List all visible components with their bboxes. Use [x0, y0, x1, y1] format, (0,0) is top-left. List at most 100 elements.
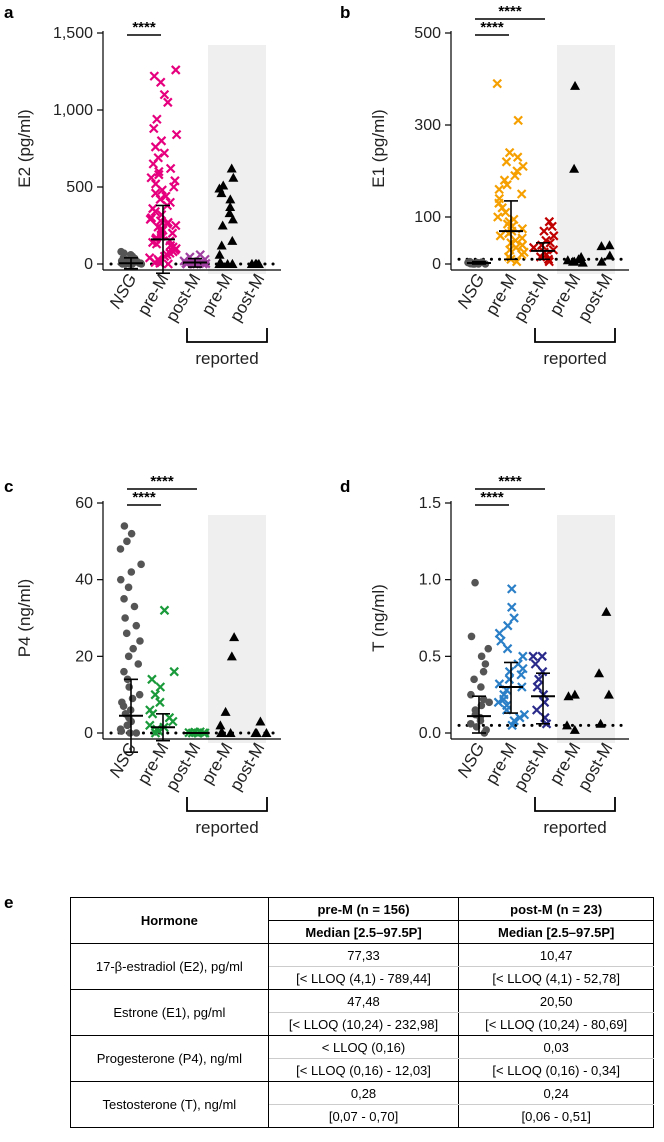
cell-pre-median: < LLOQ (0,16)	[267, 1035, 460, 1059]
reported-band	[208, 45, 266, 274]
data-point	[214, 249, 225, 259]
panel-letter-e: e	[4, 893, 14, 912]
data-point	[495, 231, 506, 241]
data-point	[477, 683, 485, 691]
data-point	[500, 207, 511, 218]
data-point	[154, 169, 164, 180]
y-axis-label: T (ng/ml)	[369, 584, 388, 652]
data-point	[537, 666, 548, 677]
reported-band	[208, 515, 266, 743]
data-point	[531, 705, 542, 715]
y-tick-label: 1,000	[53, 102, 93, 119]
data-point	[155, 697, 165, 708]
table-row: [< LLOQ (0,16) - 12,03] [< LLOQ (0,16) -…	[71, 1058, 654, 1082]
cell-post-median: 10,47	[458, 943, 654, 967]
cell-pre-median: 47,48	[267, 989, 460, 1013]
data-point	[562, 720, 573, 730]
significance-label: ****	[480, 489, 504, 506]
data-point	[116, 545, 125, 553]
data-point	[124, 652, 133, 661]
y-tick-label: 300	[414, 117, 441, 134]
data-point	[215, 720, 226, 730]
data-point	[539, 226, 549, 236]
data-point	[261, 728, 272, 737]
data-point	[603, 689, 614, 699]
reported-label: reported	[543, 349, 606, 368]
data-point	[170, 220, 181, 231]
data-point	[516, 669, 526, 680]
data-point	[145, 214, 156, 225]
table-row: 17-β-estradiol (E2), pg/ml 77,33 10,47	[70, 943, 654, 990]
data-point	[150, 689, 161, 700]
hormone-table: Hormone pre-M (n = 156) post-M (n = 23) …	[70, 897, 654, 1128]
data-point	[544, 216, 555, 227]
data-point	[601, 606, 612, 616]
data-point	[120, 667, 128, 676]
data-point	[229, 632, 240, 642]
data-point	[135, 690, 144, 699]
significance-label: ****	[480, 19, 504, 36]
row-hormone: Testosterone (T), ng/ml	[70, 1081, 269, 1128]
data-point	[225, 728, 236, 737]
data-point	[127, 529, 136, 538]
table-row: Progesterone (P4), ng/ml < LLOQ (0,16) 0…	[70, 1035, 654, 1082]
data-point	[471, 578, 479, 587]
data-point	[479, 695, 488, 704]
data-point	[225, 194, 236, 204]
y-tick-label: 0	[432, 256, 441, 273]
cell-post-range: [< LLOQ (10,24) - 80,69]	[458, 1012, 654, 1036]
data-point	[152, 114, 162, 125]
data-point	[147, 674, 157, 685]
data-point	[171, 129, 182, 140]
data-point	[494, 184, 504, 195]
data-point	[569, 689, 580, 699]
data-point	[509, 613, 519, 623]
data-point	[228, 172, 239, 182]
data-point	[506, 584, 517, 594]
data-point	[126, 250, 135, 259]
data-point	[122, 629, 131, 638]
data-point	[151, 239, 162, 249]
data-point	[494, 628, 505, 639]
y-tick-label: 20	[75, 648, 93, 665]
data-point	[136, 637, 144, 645]
reported-bracket	[534, 328, 616, 343]
data-point	[547, 221, 557, 232]
y-tick-label: 60	[75, 495, 93, 512]
row-hormone: Progesterone (P4), ng/ml	[70, 1035, 269, 1082]
data-point	[150, 142, 161, 152]
cell-post-median: 0,24	[458, 1081, 654, 1105]
data-point	[604, 240, 615, 250]
header-hormone: Hormone	[70, 897, 269, 944]
data-point	[124, 583, 133, 592]
data-point	[251, 259, 262, 268]
data-point	[132, 621, 141, 630]
significance-label: ****	[132, 19, 156, 36]
data-point	[499, 694, 509, 705]
data-point	[126, 729, 134, 737]
data-point	[496, 636, 506, 646]
data-point	[220, 706, 231, 716]
reported-label: reported	[195, 349, 258, 368]
y-tick-label: 1.0	[419, 572, 441, 589]
cell-post-range: [< LLOQ (0,16) - 0,34]	[458, 1058, 654, 1082]
data-point	[467, 690, 475, 699]
cell-post-range: [< LLOQ (4,1) - 52,78]	[458, 966, 654, 990]
data-point	[528, 651, 538, 662]
data-point	[504, 147, 515, 158]
reported-band	[557, 45, 615, 274]
row-hormone: 17-β-estradiol (E2), pg/ml	[70, 943, 269, 990]
data-point	[155, 682, 166, 692]
y-axis-label: P4 (ng/ml)	[15, 579, 34, 657]
data-point	[116, 575, 125, 584]
significance-label: ****	[498, 3, 522, 20]
data-point	[226, 163, 237, 173]
panel-letter-b: b	[340, 3, 350, 22]
data-point	[168, 182, 179, 192]
data-point	[227, 214, 238, 224]
y-tick-label: 1,500	[53, 25, 93, 42]
data-point	[168, 716, 178, 727]
data-point	[137, 560, 145, 569]
